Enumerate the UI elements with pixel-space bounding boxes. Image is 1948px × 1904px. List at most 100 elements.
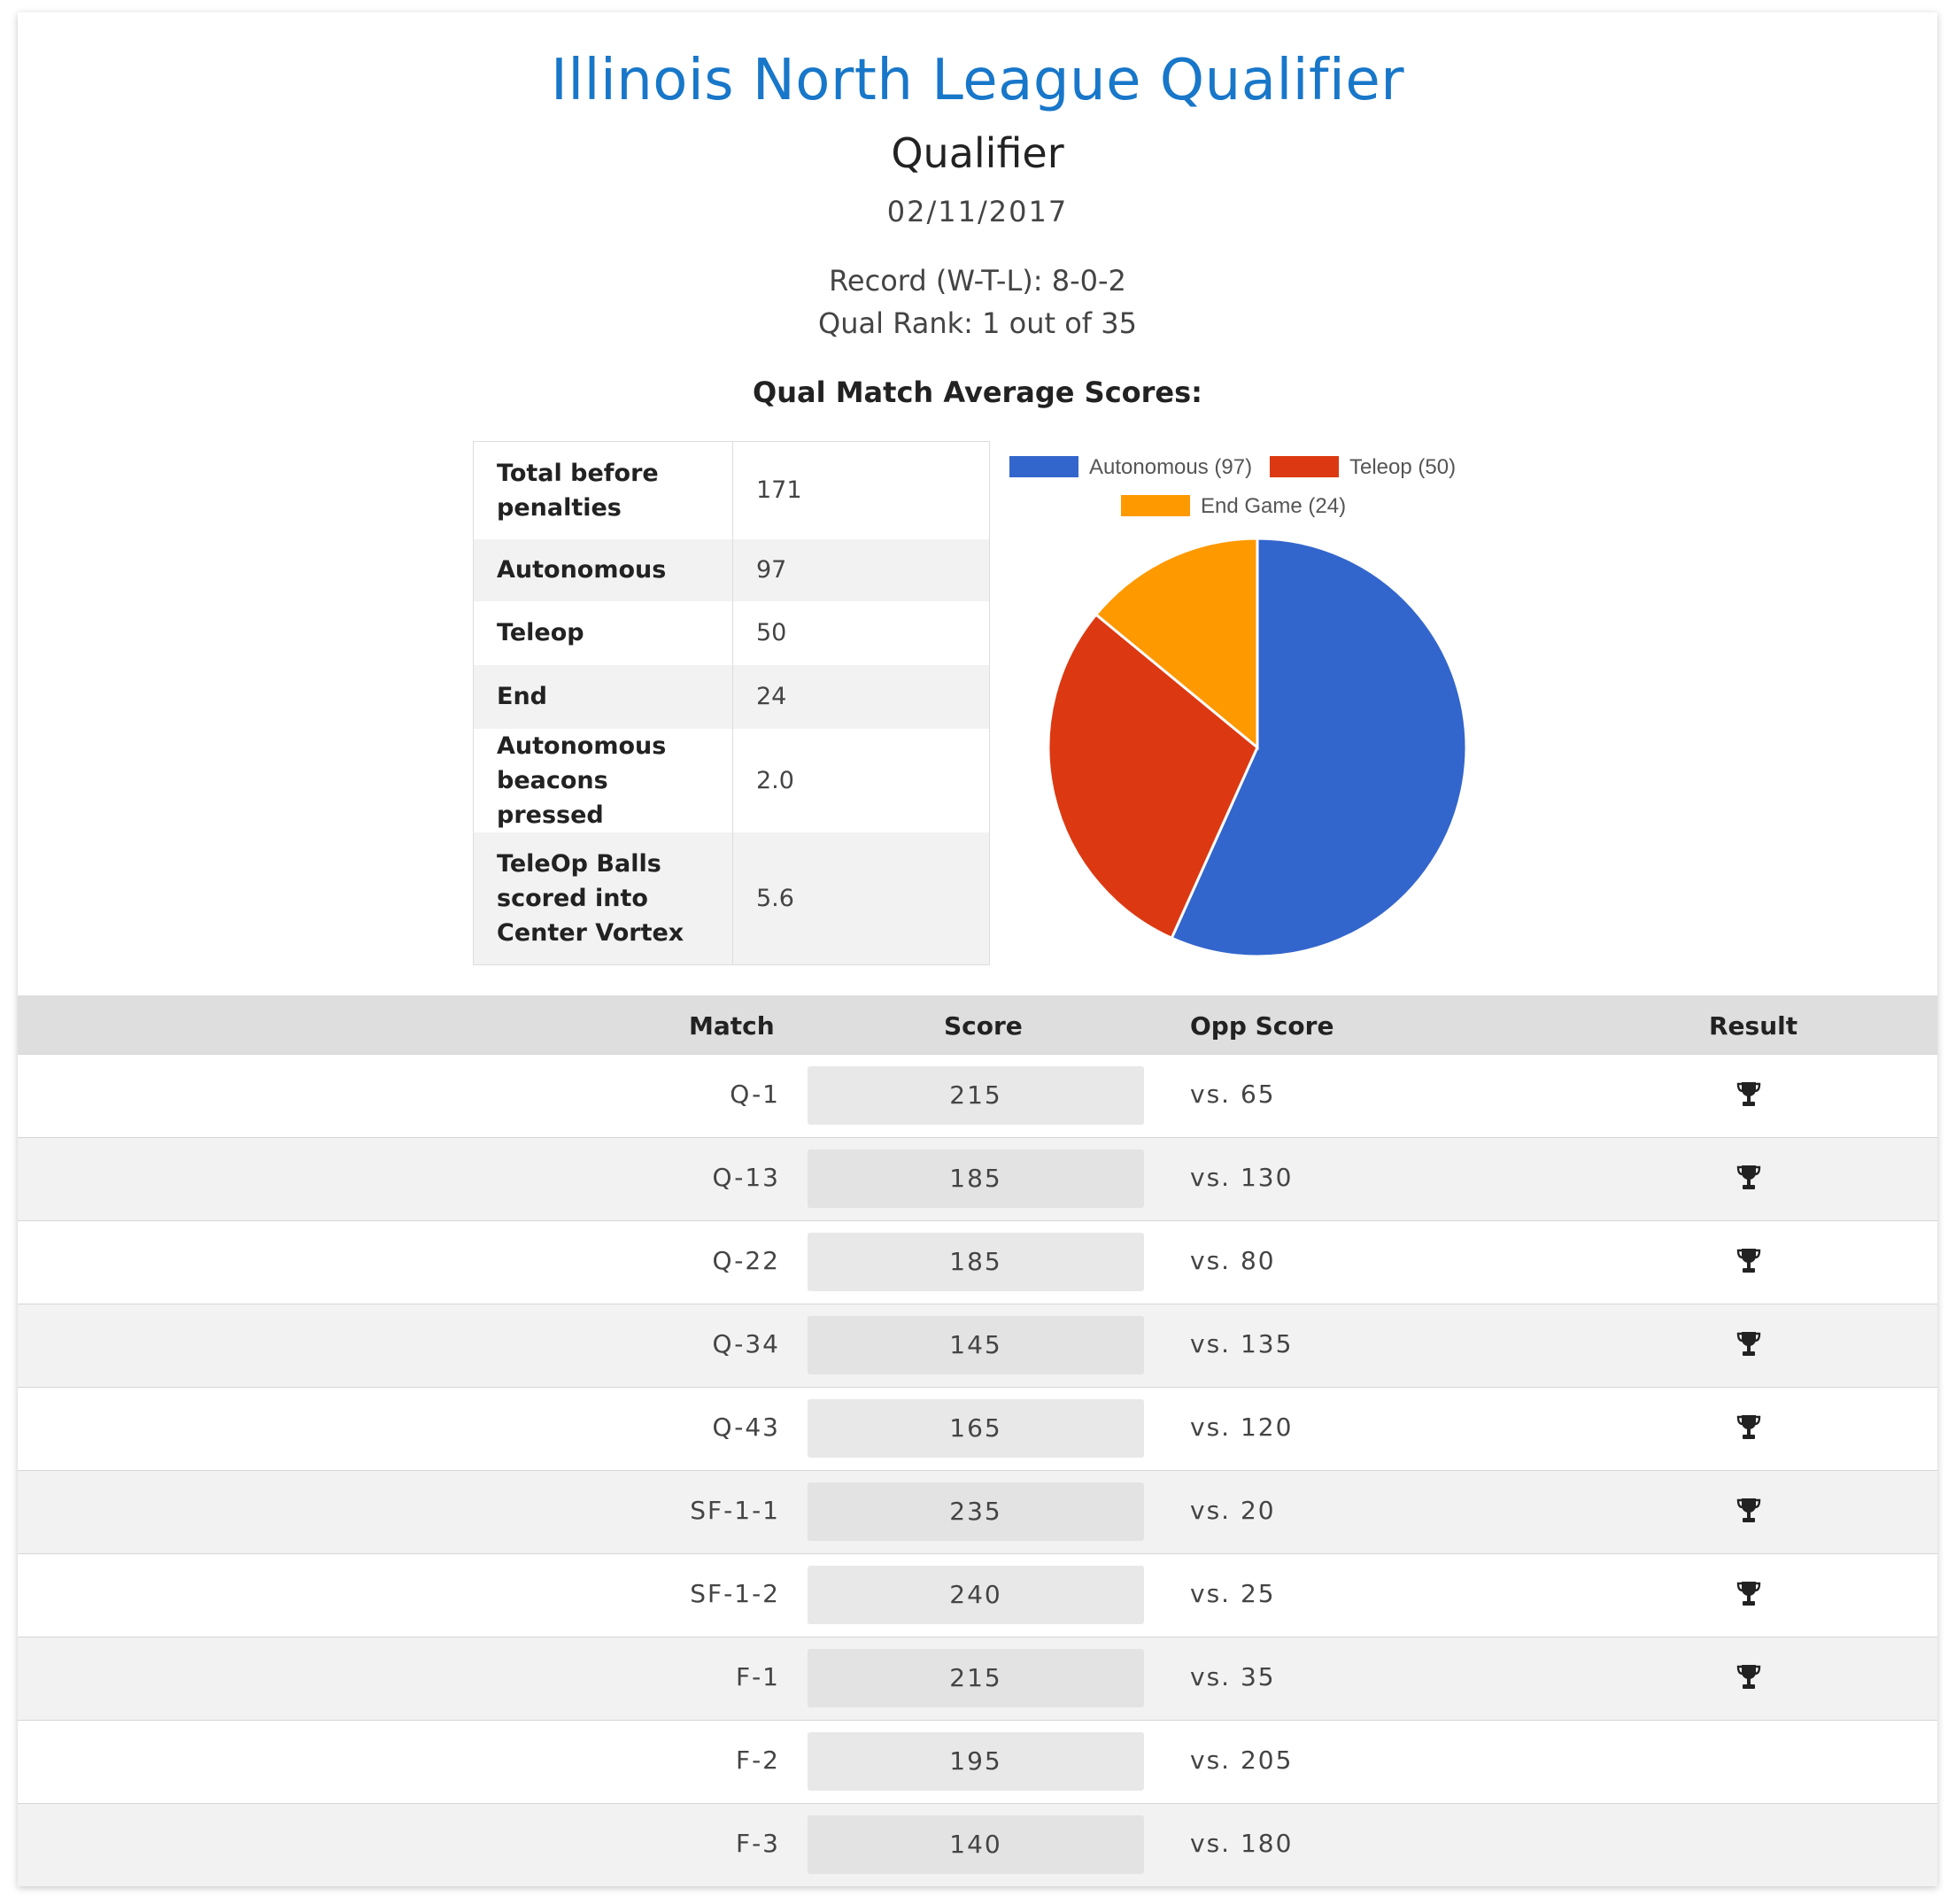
opponent-score: vs. 205 <box>1190 1745 1294 1775</box>
event-date: 02/11/2017 <box>886 195 1069 228</box>
match-row: Q-13 185 vs. 130 <box>18 1137 1937 1220</box>
average-value: 2.0 <box>756 766 794 794</box>
average-row: Autonomous beacons pressed 2.0 <box>473 728 990 832</box>
match-score: 140 <box>808 1815 1144 1874</box>
match-score: 195 <box>808 1732 1144 1791</box>
legend-swatch <box>1009 456 1078 477</box>
average-row: Total before penalties 171 <box>473 441 990 539</box>
average-row: Teleop 50 <box>473 600 990 665</box>
match-row: Q-22 185 vs. 80 <box>18 1220 1937 1304</box>
match-row: F-2 195 vs. 205 <box>18 1720 1937 1803</box>
trophy-icon <box>1736 1332 1761 1356</box>
column-header-match: Match <box>689 1011 775 1041</box>
average-label-line: Center Vortex <box>497 918 684 947</box>
average-label: Autonomous beacons pressed <box>473 728 733 832</box>
average-label-line: Total before <box>497 459 659 487</box>
trophy-icon <box>1736 1249 1761 1273</box>
average-label-line: Teleop <box>497 619 584 646</box>
average-label-line: End <box>497 683 547 710</box>
event-title: Illinois North League Qualifier <box>551 48 1404 113</box>
opponent-score: vs. 180 <box>1190 1829 1294 1858</box>
match-row: Q-43 165 vs. 120 <box>18 1387 1937 1470</box>
match-score: 240 <box>808 1566 1144 1624</box>
match-row: F-1 215 vs. 35 <box>18 1637 1937 1720</box>
average-label: Autonomous <box>473 538 733 601</box>
opponent-score: vs. 80 <box>1190 1246 1276 1275</box>
legend-label: Teleop (50) <box>1349 455 1457 479</box>
match-score: 185 <box>808 1233 1144 1291</box>
team-event-card: Illinois North League Qualifier Qualifie… <box>18 12 1937 1886</box>
average-value: 97 <box>732 538 990 601</box>
opponent-score: vs. 135 <box>1190 1329 1294 1358</box>
average-label: Total before penalties <box>473 441 733 539</box>
match-id: Q-1 <box>730 1080 780 1109</box>
legend-swatch <box>1270 456 1339 477</box>
trophy-icon <box>1736 1165 1761 1189</box>
average-scores-table: Total before penalties 171 Autonomous 97 Tele… <box>473 441 990 965</box>
match-id: SF-1-2 <box>690 1579 780 1608</box>
legend-label: End Game (24) <box>1201 494 1347 518</box>
match-score: 235 <box>808 1482 1144 1541</box>
average-row: End 24 <box>473 664 990 729</box>
match-row: F-3 140 vs. 180 <box>18 1803 1937 1886</box>
match-id: Q-43 <box>712 1413 780 1442</box>
match-id: Q-34 <box>712 1329 780 1358</box>
opponent-score: vs. 65 <box>1190 1080 1276 1109</box>
match-score: 215 <box>808 1649 1144 1707</box>
match-score: 215 <box>808 1066 1144 1125</box>
match-id: Q-22 <box>712 1246 780 1275</box>
match-score: 145 <box>808 1316 1144 1374</box>
average-label-line: scored into <box>497 884 648 912</box>
pie-slice-teleop[interactable] <box>1047 612 1259 940</box>
average-label-line: Autonomous <box>497 731 667 760</box>
average-label-line: Autonomous <box>497 556 667 584</box>
match-id: SF-1-1 <box>690 1496 780 1525</box>
matches-table-header: Match Score Opp Score Result <box>18 995 1937 1054</box>
trophy-icon <box>1736 1665 1761 1689</box>
trophy-icon <box>1736 1498 1761 1522</box>
match-row: SF-1-1 235 vs. 20 <box>18 1470 1937 1553</box>
pie-slice-autonomous[interactable] <box>1170 537 1468 958</box>
match-id: F-2 <box>735 1745 780 1775</box>
average-label-line: beacons pressed <box>497 766 608 829</box>
legend-label: Autonomous (97) <box>1089 455 1253 479</box>
team-record: Record (W-T-L): 8-0-2 <box>829 264 1126 298</box>
averages-heading: Qual Match Average Scores: <box>753 375 1202 409</box>
opponent-score: vs. 25 <box>1190 1579 1276 1608</box>
match-row: SF-1-2 240 vs. 25 <box>18 1553 1937 1637</box>
column-header-opp-score: Opp Score <box>1190 1011 1334 1041</box>
average-label: TeleOp Balls scored into Center Vortex <box>473 832 733 965</box>
average-label-line: TeleOp Balls <box>497 849 661 878</box>
column-header-score: Score <box>944 1011 1023 1041</box>
match-score: 165 <box>808 1399 1144 1458</box>
column-header-result: Result <box>1709 1011 1798 1041</box>
qual-rank: Qual Rank: 1 out of 35 <box>818 306 1137 340</box>
match-row: Q-34 145 vs. 135 <box>18 1304 1937 1387</box>
average-label: End <box>473 664 733 729</box>
average-value: 171 <box>756 476 802 505</box>
legend-swatch <box>1121 495 1190 516</box>
average-scores-pie-chart <box>1047 537 1468 958</box>
legend-item-end-game: End Game (24) <box>1121 494 1346 519</box>
average-label-line: penalties <box>497 493 622 522</box>
average-value: 24 <box>732 664 990 729</box>
match-score: 185 <box>808 1149 1144 1208</box>
opponent-score: vs. 130 <box>1190 1163 1294 1192</box>
trophy-icon <box>1736 1082 1761 1106</box>
match-id: Q-13 <box>712 1163 780 1192</box>
pie-slice-end-game[interactable] <box>1094 537 1259 751</box>
opponent-score: vs. 35 <box>1190 1662 1276 1691</box>
match-row: Q-1 215 vs. 65 <box>18 1054 1937 1137</box>
event-type: Qualifier <box>891 129 1064 177</box>
match-id: F-3 <box>735 1829 780 1858</box>
trophy-icon <box>1736 1582 1761 1606</box>
average-label: Teleop <box>473 600 733 665</box>
opponent-score: vs. 120 <box>1190 1413 1294 1442</box>
average-value: 5.6 <box>732 832 990 965</box>
legend-item-teleop: Teleop (50) <box>1270 455 1456 480</box>
average-row: TeleOp Balls scored into Center Vortex 5.6 <box>473 832 990 965</box>
match-id: F-1 <box>735 1662 780 1691</box>
opponent-score: vs. 20 <box>1190 1496 1276 1525</box>
average-value: 50 <box>756 619 787 646</box>
average-row: Autonomous 97 <box>473 538 990 601</box>
